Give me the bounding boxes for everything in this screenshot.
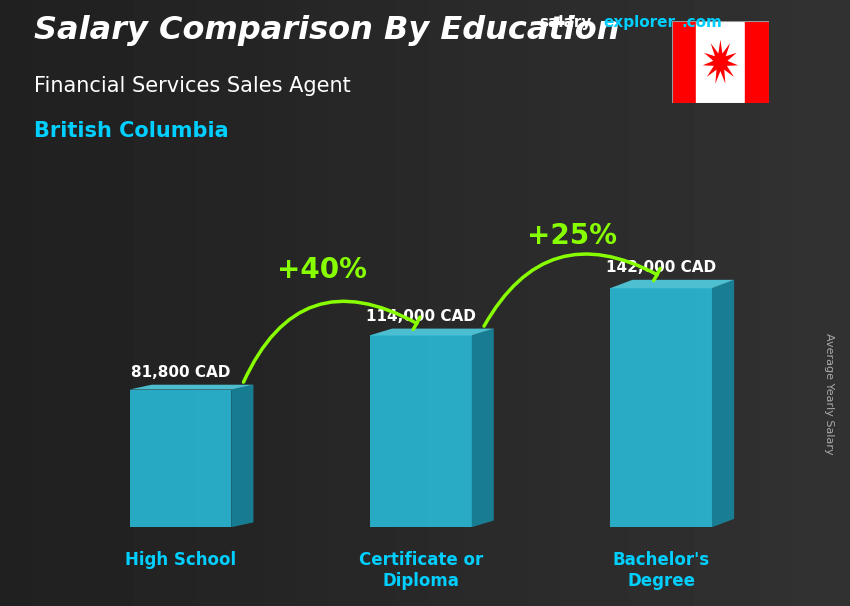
- Text: Average Yearly Salary: Average Yearly Salary: [824, 333, 834, 454]
- Text: explorer: explorer: [604, 15, 676, 30]
- Polygon shape: [610, 280, 734, 288]
- Text: Financial Services Sales Agent: Financial Services Sales Agent: [34, 76, 351, 96]
- Text: salary: salary: [540, 15, 592, 30]
- Polygon shape: [370, 335, 472, 527]
- Bar: [745, 21, 769, 103]
- Text: Salary Comparison By Education: Salary Comparison By Education: [34, 15, 620, 46]
- Text: High School: High School: [125, 551, 236, 570]
- Text: +40%: +40%: [277, 256, 367, 284]
- Text: .com: .com: [682, 15, 722, 30]
- Text: 81,800 CAD: 81,800 CAD: [131, 365, 230, 380]
- Polygon shape: [472, 328, 494, 527]
- Polygon shape: [610, 288, 712, 527]
- Text: 114,000 CAD: 114,000 CAD: [366, 309, 476, 324]
- Polygon shape: [129, 390, 231, 527]
- Text: +25%: +25%: [527, 222, 617, 250]
- Bar: [672, 21, 696, 103]
- Polygon shape: [370, 328, 494, 335]
- Text: Certificate or
Diploma: Certificate or Diploma: [359, 551, 483, 590]
- Bar: [696, 21, 745, 103]
- Text: British Columbia: British Columbia: [34, 121, 229, 141]
- Polygon shape: [231, 385, 253, 527]
- Polygon shape: [712, 280, 734, 527]
- Polygon shape: [129, 385, 253, 390]
- Text: Bachelor's
Degree: Bachelor's Degree: [613, 551, 710, 590]
- Polygon shape: [703, 39, 738, 84]
- Text: 142,000 CAD: 142,000 CAD: [606, 260, 717, 275]
